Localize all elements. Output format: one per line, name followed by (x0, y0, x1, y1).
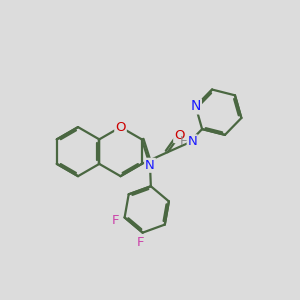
Text: N: N (187, 135, 197, 148)
Text: O: O (115, 121, 126, 134)
Text: F: F (112, 214, 119, 227)
Text: F: F (137, 236, 145, 249)
Text: H: H (180, 135, 189, 148)
Text: N: N (190, 99, 201, 113)
Text: N: N (145, 159, 155, 172)
Text: O: O (174, 129, 185, 142)
